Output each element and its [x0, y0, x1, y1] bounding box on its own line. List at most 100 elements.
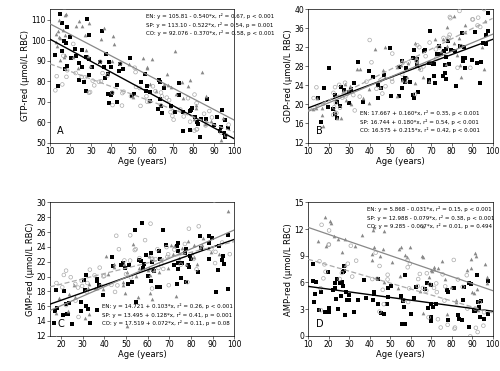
Point — [376, 309, 384, 315]
Point — [127, 275, 135, 280]
Point — [150, 267, 158, 273]
Point — [444, 289, 452, 295]
Point — [418, 253, 426, 259]
Point — [104, 91, 112, 96]
Point — [420, 47, 428, 53]
Point — [192, 114, 200, 119]
Point — [58, 82, 66, 88]
Point — [160, 85, 168, 91]
Point — [428, 267, 436, 273]
Point — [128, 93, 136, 99]
Point — [317, 307, 325, 313]
Point — [398, 58, 406, 64]
Point — [110, 41, 118, 47]
Point — [114, 282, 122, 288]
Point — [56, 336, 64, 342]
Point — [118, 103, 126, 109]
Point — [135, 265, 143, 271]
Point — [53, 305, 61, 311]
Point — [388, 259, 396, 265]
Point — [426, 79, 434, 85]
Point — [193, 126, 201, 132]
Point — [400, 297, 408, 303]
Point — [146, 98, 154, 104]
Point — [382, 74, 390, 80]
Point — [194, 223, 202, 229]
Point — [149, 267, 157, 273]
Point — [474, 329, 482, 335]
Point — [93, 308, 101, 313]
Point — [405, 285, 413, 291]
Point — [122, 265, 130, 271]
Point — [51, 52, 59, 58]
Point — [340, 263, 348, 269]
Point — [78, 299, 86, 305]
Point — [440, 298, 448, 303]
Point — [208, 236, 216, 242]
Point — [51, 308, 59, 314]
Point — [52, 310, 60, 316]
Point — [62, 11, 70, 17]
Point — [208, 143, 216, 149]
Point — [140, 72, 148, 78]
Point — [388, 79, 396, 85]
Point — [173, 243, 181, 249]
Point — [474, 303, 482, 309]
Point — [454, 312, 462, 318]
Point — [108, 90, 116, 96]
Point — [172, 91, 179, 97]
Point — [432, 55, 440, 61]
Point — [453, 53, 461, 59]
Point — [56, 35, 64, 40]
Point — [194, 121, 202, 127]
Point — [118, 66, 126, 72]
Point — [474, 272, 482, 278]
Point — [376, 253, 384, 259]
Point — [328, 220, 336, 226]
Point — [154, 265, 162, 271]
Point — [68, 55, 76, 60]
Point — [416, 44, 424, 50]
Point — [212, 289, 220, 295]
Point — [226, 251, 234, 257]
Point — [409, 92, 417, 98]
Point — [80, 79, 88, 85]
Point — [450, 13, 458, 19]
Point — [401, 252, 409, 258]
Point — [426, 40, 434, 46]
Point — [125, 262, 133, 268]
Point — [163, 95, 171, 101]
Point — [198, 245, 205, 251]
Point — [360, 277, 368, 283]
Point — [443, 311, 451, 317]
Point — [412, 59, 420, 65]
Point — [424, 314, 432, 320]
Point — [446, 15, 454, 21]
Point — [456, 8, 464, 14]
Point — [470, 309, 478, 315]
Point — [105, 59, 113, 65]
Point — [474, 299, 482, 305]
Point — [425, 78, 433, 83]
Point — [222, 132, 230, 138]
Point — [77, 308, 85, 313]
Point — [174, 266, 182, 272]
Point — [201, 121, 209, 127]
Point — [466, 334, 474, 339]
Point — [467, 281, 475, 287]
Point — [456, 43, 464, 49]
Point — [164, 254, 172, 260]
Point — [135, 257, 143, 263]
Point — [186, 108, 194, 114]
Point — [476, 313, 484, 319]
Point — [444, 37, 452, 43]
Point — [410, 295, 418, 301]
Point — [148, 286, 156, 292]
Point — [155, 248, 163, 254]
Point — [81, 286, 89, 292]
Point — [108, 90, 116, 96]
Point — [368, 257, 376, 263]
Point — [74, 314, 82, 320]
Point — [412, 285, 420, 290]
Point — [66, 34, 74, 40]
